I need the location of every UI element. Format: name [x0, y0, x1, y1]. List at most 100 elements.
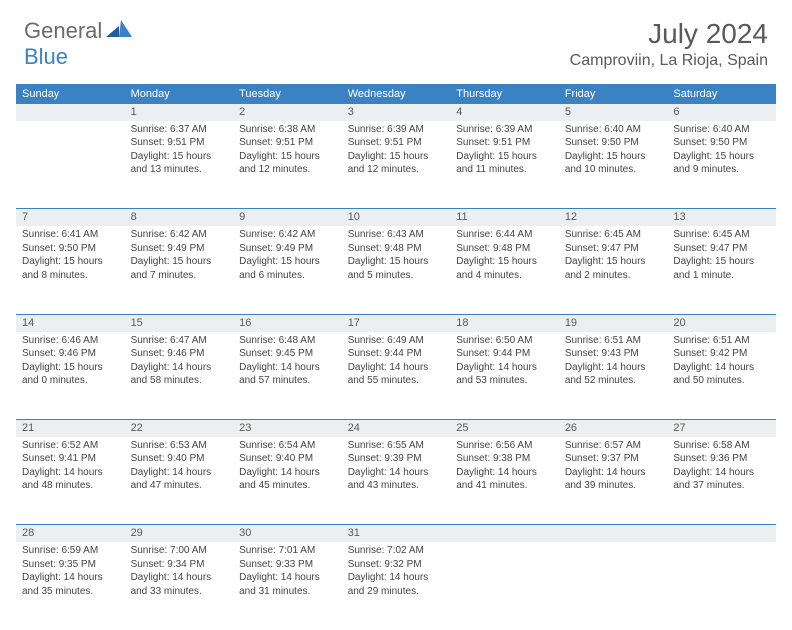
day-cell: Sunrise: 6:52 AMSunset: 9:41 PMDaylight:… [16, 437, 125, 525]
sunset-text: Sunset: 9:51 PM [456, 136, 553, 150]
brand-mark-icon [106, 20, 132, 43]
calendar-table: Sunday Monday Tuesday Wednesday Thursday… [16, 84, 776, 630]
day-cell: Sunrise: 6:58 AMSunset: 9:36 PMDaylight:… [667, 437, 776, 525]
day-number: 17 [342, 314, 451, 331]
dow-header: Sunday [16, 84, 125, 104]
sunset-text: Sunset: 9:33 PM [239, 558, 336, 572]
sunrise-text: Sunrise: 7:01 AM [239, 544, 336, 558]
day-cell: Sunrise: 6:45 AMSunset: 9:47 PMDaylight:… [667, 226, 776, 314]
sunrise-text: Sunrise: 6:41 AM [22, 228, 119, 242]
daylight-text: Daylight: 14 hours and 43 minutes. [348, 466, 445, 493]
daylight-text: Daylight: 14 hours and 50 minutes. [673, 361, 770, 388]
day-cell: Sunrise: 6:50 AMSunset: 9:44 PMDaylight:… [450, 332, 559, 420]
day-number [16, 104, 125, 121]
daylight-text: Daylight: 14 hours and 57 minutes. [239, 361, 336, 388]
daylight-text: Daylight: 15 hours and 5 minutes. [348, 255, 445, 282]
day-number: 10 [342, 209, 451, 226]
day-cell: Sunrise: 6:49 AMSunset: 9:44 PMDaylight:… [342, 332, 451, 420]
daylight-text: Daylight: 14 hours and 33 minutes. [131, 571, 228, 598]
day-cell: Sunrise: 6:54 AMSunset: 9:40 PMDaylight:… [233, 437, 342, 525]
sunset-text: Sunset: 9:32 PM [348, 558, 445, 572]
sunset-text: Sunset: 9:51 PM [131, 136, 228, 150]
day-cell: Sunrise: 6:43 AMSunset: 9:48 PMDaylight:… [342, 226, 451, 314]
daylight-text: Daylight: 14 hours and 53 minutes. [456, 361, 553, 388]
day-number: 3 [342, 104, 451, 121]
sunrise-text: Sunrise: 6:52 AM [22, 439, 119, 453]
dow-header: Saturday [667, 84, 776, 104]
sunrise-text: Sunrise: 6:48 AM [239, 334, 336, 348]
day-cell: Sunrise: 6:40 AMSunset: 9:50 PMDaylight:… [667, 121, 776, 209]
brand-text-blue-wrap: Blue [24, 44, 68, 70]
daylight-text: Daylight: 15 hours and 0 minutes. [22, 361, 119, 388]
sunset-text: Sunset: 9:46 PM [131, 347, 228, 361]
sunset-text: Sunset: 9:48 PM [348, 242, 445, 256]
daynum-row: 28293031 [16, 525, 776, 542]
day-number: 14 [16, 314, 125, 331]
dow-header: Friday [559, 84, 668, 104]
sunrise-text: Sunrise: 6:47 AM [131, 334, 228, 348]
dow-header: Tuesday [233, 84, 342, 104]
day-number: 23 [233, 420, 342, 437]
sunrise-text: Sunrise: 6:51 AM [673, 334, 770, 348]
daylight-text: Daylight: 14 hours and 37 minutes. [673, 466, 770, 493]
day-cell: Sunrise: 6:39 AMSunset: 9:51 PMDaylight:… [450, 121, 559, 209]
sunrise-text: Sunrise: 6:46 AM [22, 334, 119, 348]
daylight-text: Daylight: 15 hours and 7 minutes. [131, 255, 228, 282]
day-cell: Sunrise: 6:42 AMSunset: 9:49 PMDaylight:… [233, 226, 342, 314]
sunrise-text: Sunrise: 6:40 AM [565, 123, 662, 137]
day-number: 24 [342, 420, 451, 437]
day-cell: Sunrise: 6:59 AMSunset: 9:35 PMDaylight:… [16, 542, 125, 630]
sunset-text: Sunset: 9:47 PM [565, 242, 662, 256]
daylight-text: Daylight: 15 hours and 12 minutes. [239, 150, 336, 177]
sunset-text: Sunset: 9:35 PM [22, 558, 119, 572]
sunset-text: Sunset: 9:45 PM [239, 347, 336, 361]
sunrise-text: Sunrise: 6:44 AM [456, 228, 553, 242]
location-text: Camproviin, La Rioja, Spain [570, 52, 768, 70]
sunrise-text: Sunrise: 6:42 AM [131, 228, 228, 242]
daylight-text: Daylight: 14 hours and 31 minutes. [239, 571, 336, 598]
sunrise-text: Sunrise: 6:50 AM [456, 334, 553, 348]
daylight-text: Daylight: 14 hours and 41 minutes. [456, 466, 553, 493]
sunrise-text: Sunrise: 6:40 AM [673, 123, 770, 137]
daylight-text: Daylight: 14 hours and 58 minutes. [131, 361, 228, 388]
sunrise-text: Sunrise: 6:37 AM [131, 123, 228, 137]
brand-logo: General [24, 18, 134, 44]
daylight-text: Daylight: 15 hours and 2 minutes. [565, 255, 662, 282]
sunrise-text: Sunrise: 6:58 AM [673, 439, 770, 453]
sunrise-text: Sunrise: 6:49 AM [348, 334, 445, 348]
day-number [450, 525, 559, 542]
daylight-text: Daylight: 15 hours and 1 minute. [673, 255, 770, 282]
sunrise-text: Sunrise: 6:53 AM [131, 439, 228, 453]
day-cell: Sunrise: 6:53 AMSunset: 9:40 PMDaylight:… [125, 437, 234, 525]
day-cell: Sunrise: 6:37 AMSunset: 9:51 PMDaylight:… [125, 121, 234, 209]
dow-header: Thursday [450, 84, 559, 104]
day-cell: Sunrise: 6:40 AMSunset: 9:50 PMDaylight:… [559, 121, 668, 209]
week-row: Sunrise: 6:41 AMSunset: 9:50 PMDaylight:… [16, 226, 776, 314]
sunset-text: Sunset: 9:47 PM [673, 242, 770, 256]
daynum-row: 21222324252627 [16, 420, 776, 437]
day-cell: Sunrise: 6:41 AMSunset: 9:50 PMDaylight:… [16, 226, 125, 314]
sunrise-text: Sunrise: 6:39 AM [456, 123, 553, 137]
sunset-text: Sunset: 9:42 PM [673, 347, 770, 361]
sunrise-text: Sunrise: 6:54 AM [239, 439, 336, 453]
week-row: Sunrise: 6:37 AMSunset: 9:51 PMDaylight:… [16, 121, 776, 209]
sunset-text: Sunset: 9:50 PM [673, 136, 770, 150]
day-cell: Sunrise: 7:02 AMSunset: 9:32 PMDaylight:… [342, 542, 451, 630]
dow-header-row: Sunday Monday Tuesday Wednesday Thursday… [16, 84, 776, 104]
title-block: July 2024 Camproviin, La Rioja, Spain [570, 18, 768, 70]
daylight-text: Daylight: 15 hours and 12 minutes. [348, 150, 445, 177]
sunrise-text: Sunrise: 7:00 AM [131, 544, 228, 558]
day-cell [559, 542, 668, 630]
sunset-text: Sunset: 9:49 PM [239, 242, 336, 256]
day-cell: Sunrise: 6:55 AMSunset: 9:39 PMDaylight:… [342, 437, 451, 525]
dow-header: Monday [125, 84, 234, 104]
day-number: 16 [233, 314, 342, 331]
week-row: Sunrise: 6:46 AMSunset: 9:46 PMDaylight:… [16, 332, 776, 420]
day-number: 31 [342, 525, 451, 542]
day-number: 22 [125, 420, 234, 437]
sunset-text: Sunset: 9:38 PM [456, 452, 553, 466]
daylight-text: Daylight: 14 hours and 48 minutes. [22, 466, 119, 493]
page-header: General July 2024 Camproviin, La Rioja, … [0, 0, 792, 78]
day-cell: Sunrise: 6:45 AMSunset: 9:47 PMDaylight:… [559, 226, 668, 314]
daylight-text: Daylight: 14 hours and 47 minutes. [131, 466, 228, 493]
